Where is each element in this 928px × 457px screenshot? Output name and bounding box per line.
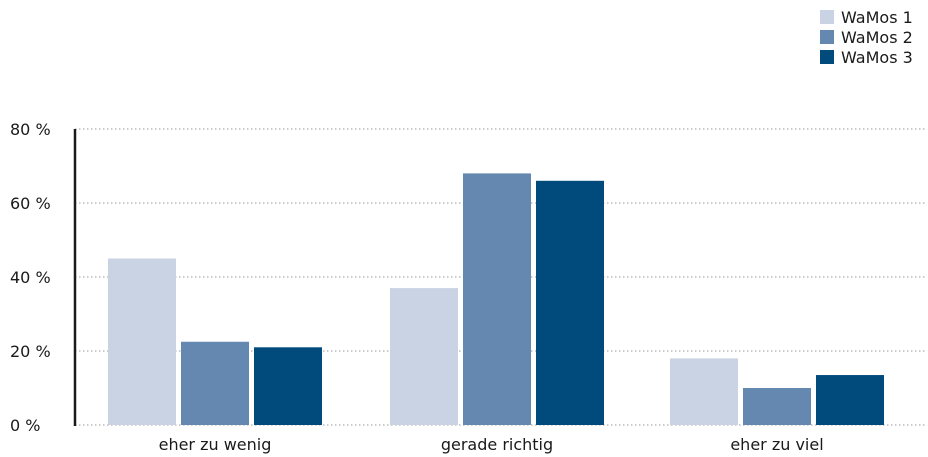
bar-wamos-3-2	[816, 375, 884, 425]
y-axis-ticks: 0 % 20 % 40 % 60 % 80 %	[10, 120, 51, 435]
bars	[108, 173, 884, 425]
x-category-label: gerade richtig	[441, 435, 553, 454]
legend-label: WaMos 2	[841, 28, 913, 47]
bar-wamos-1-1	[390, 288, 458, 425]
bar-wamos-3-0	[254, 347, 322, 425]
bar-wamos-2-1	[463, 173, 531, 425]
bar-wamos-1-2	[670, 358, 738, 425]
y-tick-label: 20 %	[10, 342, 51, 361]
x-axis-categories: eher zu wenig gerade richtig eher zu viel	[159, 435, 824, 454]
legend-swatch	[820, 10, 834, 24]
legend-label: WaMos 1	[841, 8, 913, 27]
y-tick-label: 0 %	[10, 416, 40, 435]
y-tick-label: 80 %	[10, 120, 51, 139]
bar-wamos-2-2	[743, 388, 811, 425]
legend-label: WaMos 3	[841, 48, 913, 67]
y-tick-label: 40 %	[10, 268, 51, 287]
legend-swatch	[820, 30, 834, 44]
y-tick-label: 60 %	[10, 194, 51, 213]
x-category-label: eher zu wenig	[159, 435, 272, 454]
bar-wamos-1-0	[108, 258, 176, 425]
legend-swatch	[820, 50, 834, 64]
bar-wamos-3-1	[536, 180, 604, 425]
bar-wamos-2-0	[181, 341, 249, 425]
x-category-label: eher zu viel	[730, 435, 823, 454]
